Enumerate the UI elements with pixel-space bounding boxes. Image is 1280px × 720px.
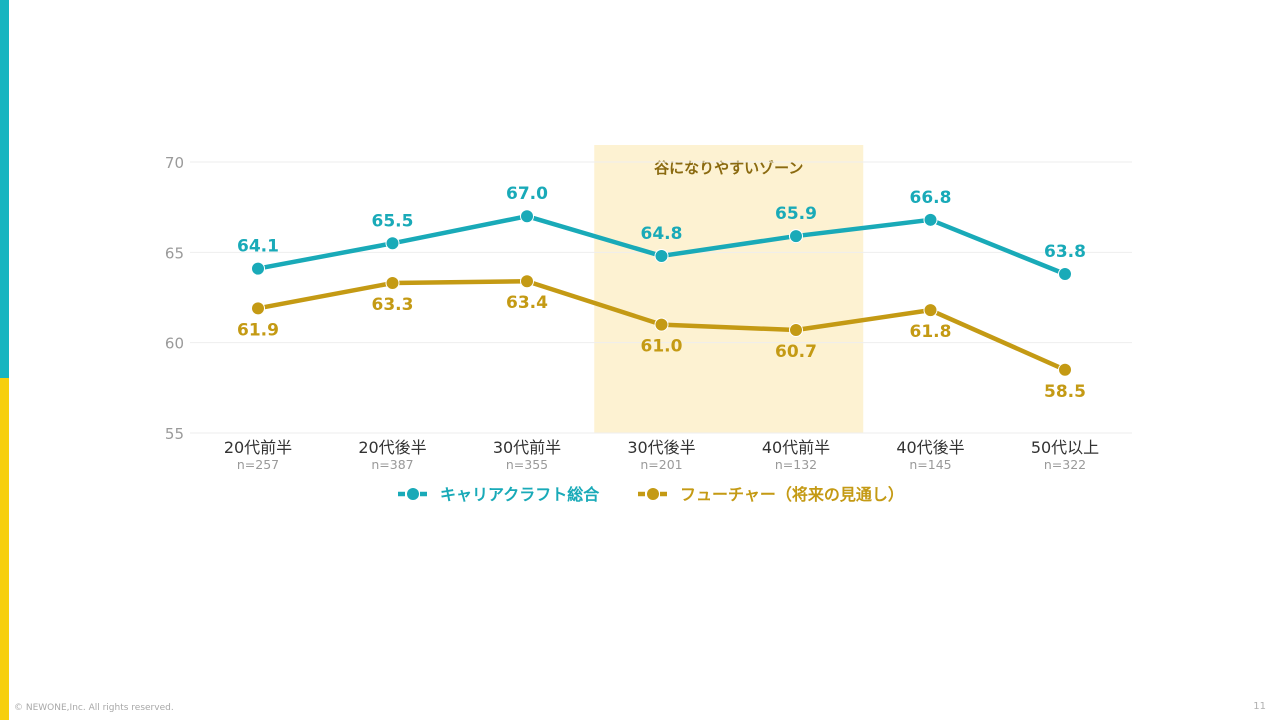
x-tick-label: 20代後半 (358, 438, 426, 457)
grid-layer: 55 60 65 70 (165, 154, 1132, 443)
sample-size-label: n=355 (506, 457, 548, 472)
data-point (1058, 362, 1072, 377)
legend: キャリアクラフト総合 フューチャー（将来の見通し） (398, 485, 904, 504)
accent-bar-yellow (0, 378, 9, 720)
copyright-text: © NEWONE,Inc. All rights reserved. (14, 703, 174, 713)
y-tick-label: 60 (165, 335, 184, 353)
x-tick-label: 20代前半 (224, 438, 292, 457)
highlight-zone (594, 145, 864, 433)
data-point (923, 303, 938, 318)
page-number: 11 (1253, 701, 1266, 712)
data-point (520, 209, 534, 224)
data-label: 61.0 (641, 337, 683, 357)
data-point (789, 229, 803, 244)
legend-label: キャリアクラフト総合 (440, 485, 600, 504)
data-label: 67.0 (506, 184, 548, 204)
sample-size-label: n=132 (775, 457, 817, 472)
x-tick-label: 30代前半 (493, 438, 561, 457)
zone-label: 谷になりやすいゾーン (654, 159, 803, 177)
legend-label: フューチャー（将来の見通し） (680, 485, 904, 504)
data-point (654, 248, 669, 263)
sample-size-label: n=201 (640, 457, 682, 472)
y-tick-label: 70 (165, 154, 184, 172)
data-point (654, 317, 669, 332)
series-layer (251, 209, 1072, 377)
data-label: 61.9 (237, 320, 279, 340)
x-tick-label: 30代後半 (627, 438, 695, 457)
data-label: 60.7 (775, 342, 817, 362)
data-point (385, 236, 400, 251)
y-tick-label: 55 (165, 425, 184, 443)
legend-swatch-marker (407, 488, 419, 500)
sample-size-label: n=257 (237, 457, 279, 472)
x-tick-label: 40代後半 (896, 438, 964, 457)
sample-size-label: n=145 (909, 457, 951, 472)
data-label: 64.1 (237, 237, 279, 257)
y-tick-label: 65 (165, 244, 184, 262)
data-label: 65.5 (372, 211, 414, 231)
data-point (251, 261, 265, 276)
data-point (789, 323, 803, 338)
data-label: 66.8 (910, 188, 952, 208)
x-tick-label: 40代前半 (762, 438, 830, 457)
data-point (385, 276, 400, 291)
zone-layer: 谷になりやすいゾーン (594, 145, 864, 433)
sample-size-label: n=387 (371, 457, 413, 472)
data-point (520, 274, 534, 289)
data-label: 61.8 (910, 322, 952, 342)
data-label: 63.4 (506, 293, 548, 313)
data-point (923, 212, 938, 227)
x-tick-label: 50代以上 (1031, 438, 1099, 457)
data-label: 58.5 (1044, 382, 1086, 402)
data-label: 65.9 (775, 204, 817, 224)
data-point (1058, 267, 1072, 282)
accent-bar-teal (0, 0, 9, 378)
data-label: 63.8 (1044, 242, 1086, 262)
legend-swatch-marker (647, 488, 659, 500)
data-label: 63.3 (372, 295, 414, 315)
sample-size-label: n=322 (1044, 457, 1086, 472)
data-label: 64.8 (641, 224, 683, 244)
data-point (251, 301, 265, 316)
